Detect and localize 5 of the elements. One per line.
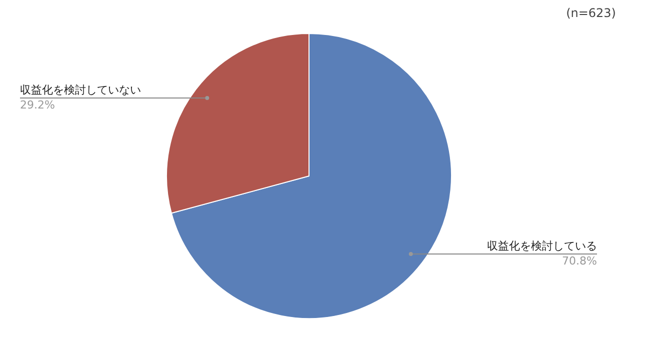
text: (n=623) — [566, 6, 616, 20]
data-label: 29.2% — [20, 98, 55, 112]
data-label: 70.8% — [562, 254, 597, 268]
slice-label: 収益化を検討している — [487, 239, 597, 252]
slice-label: 収益化を検討していない — [20, 83, 141, 96]
